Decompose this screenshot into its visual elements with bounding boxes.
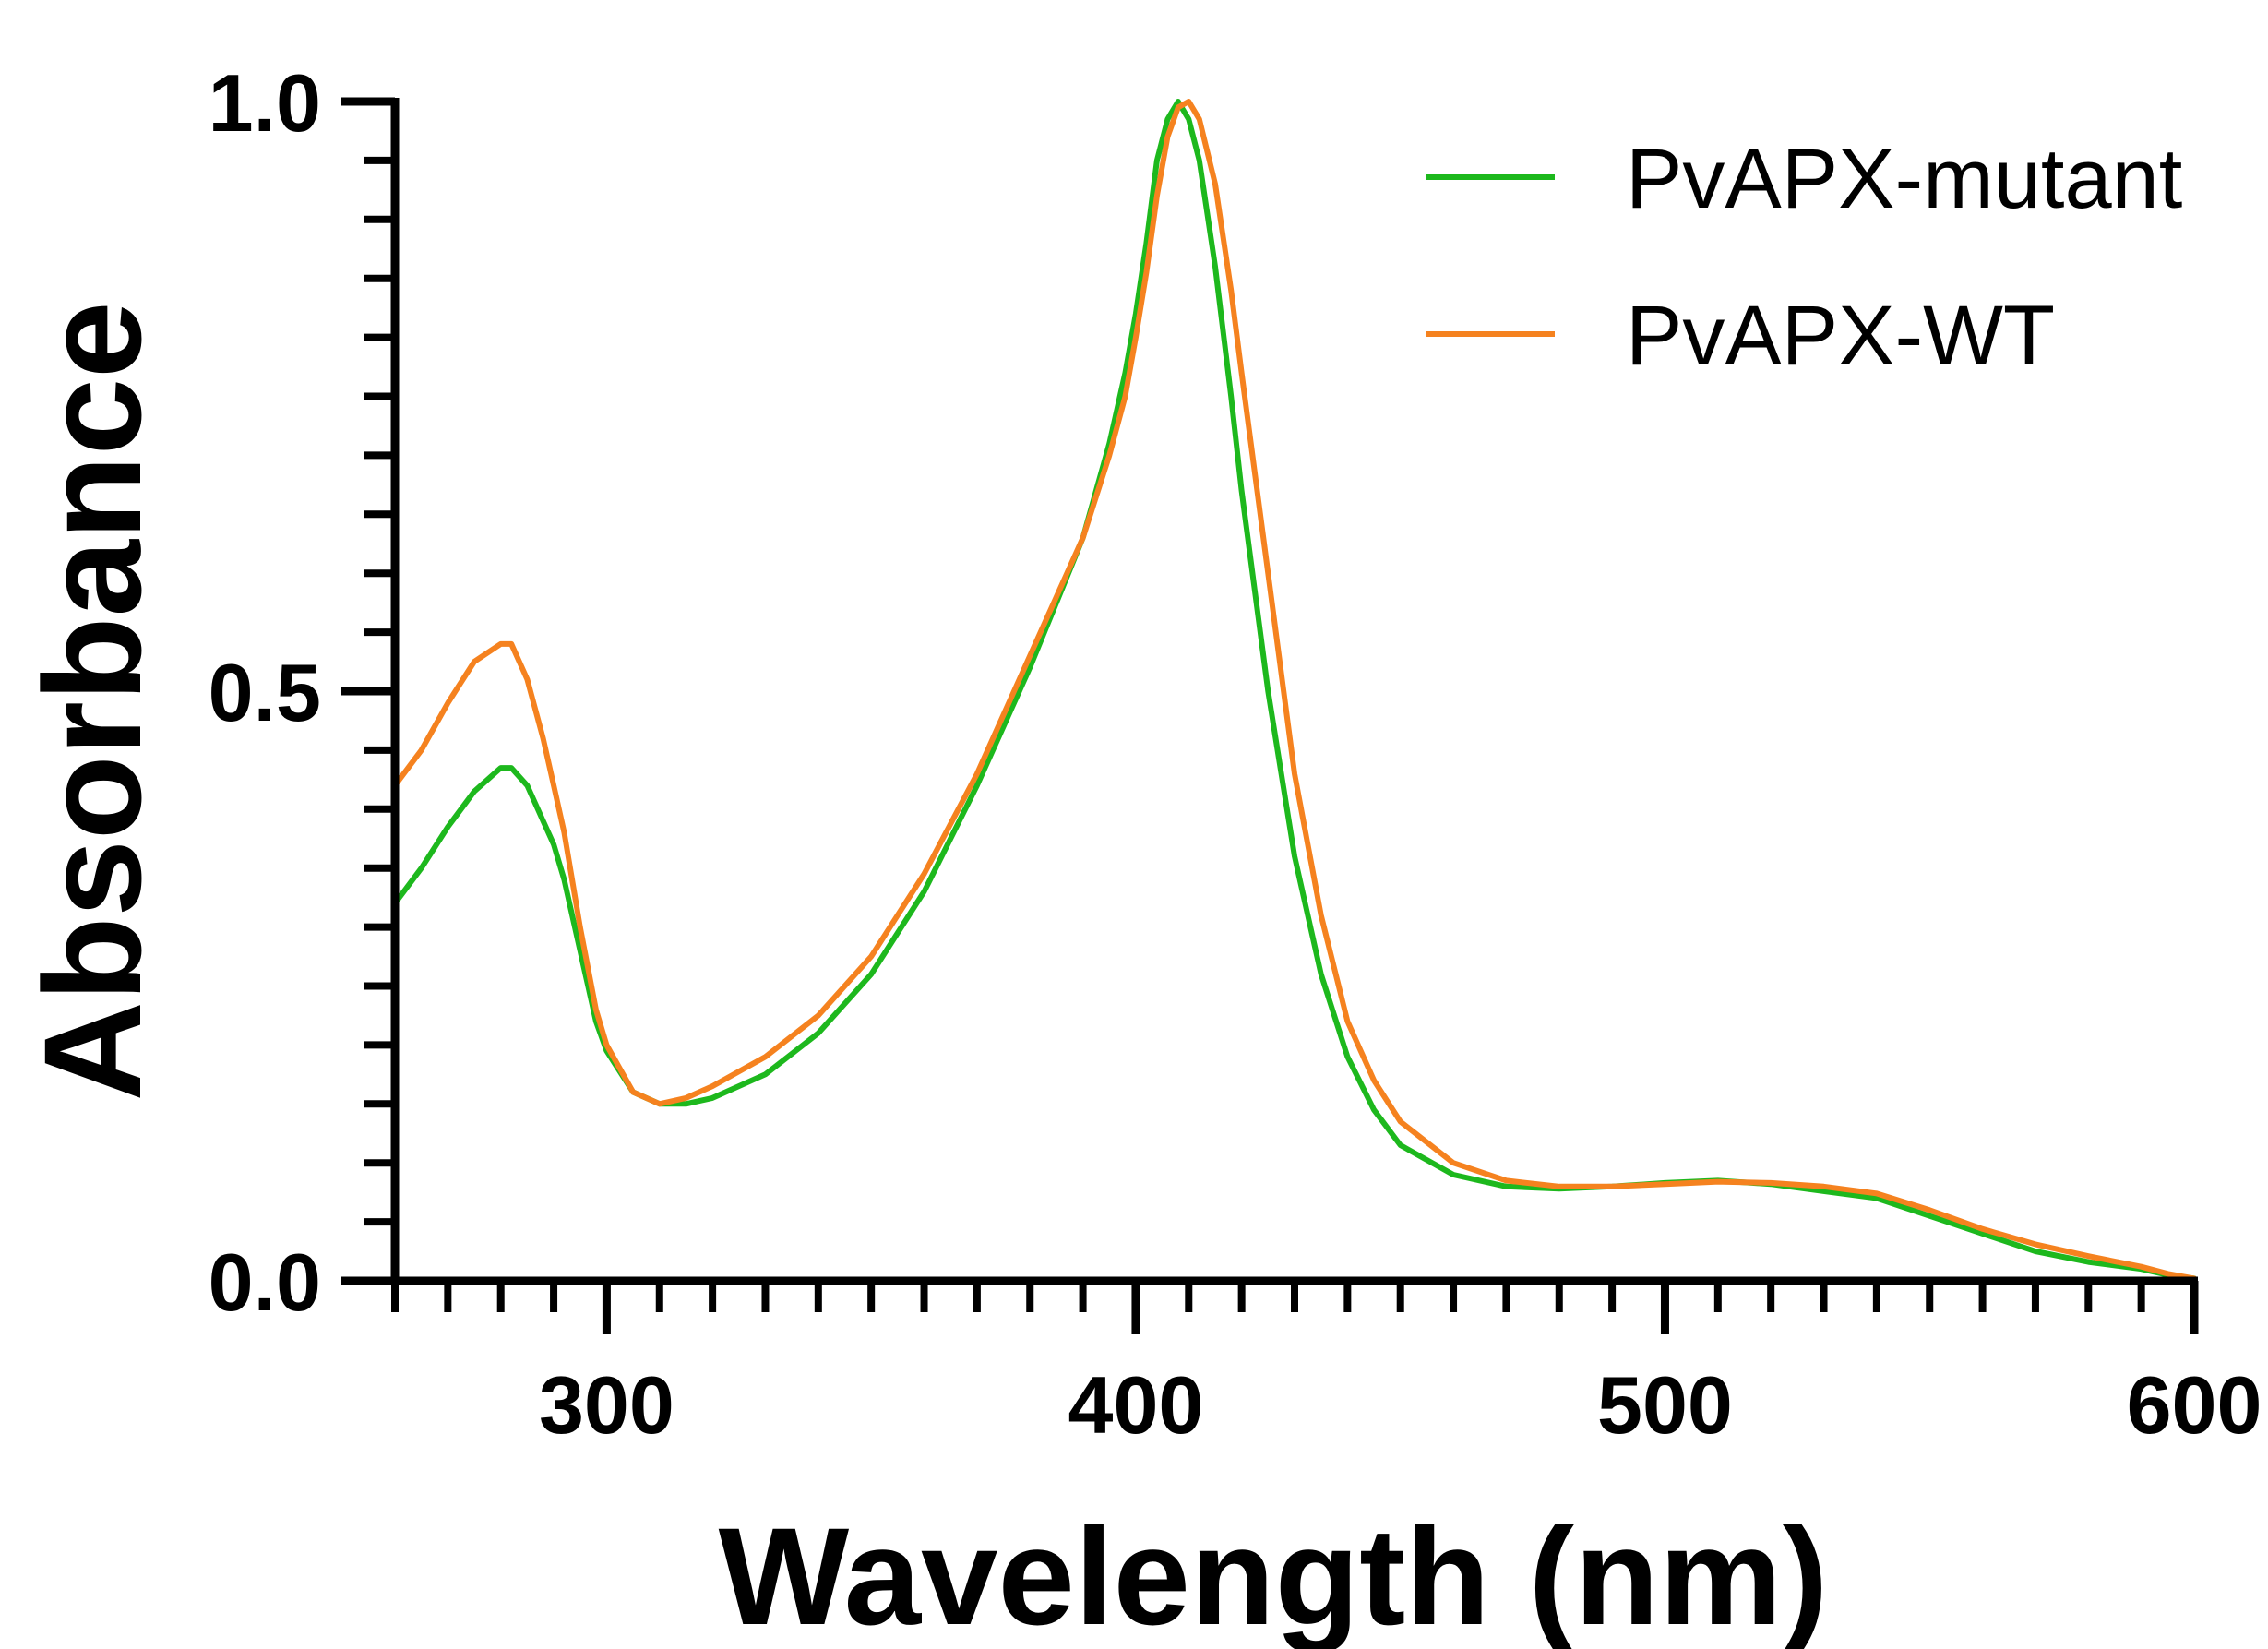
series-lines (392, 99, 2197, 1282)
x-axis-title: Wavelength (nm) (719, 1499, 1829, 1649)
y-minor-ticks (364, 156, 395, 1226)
y-axis-title: Absorbance (15, 302, 170, 1102)
x-tick-label: 600 (2127, 1359, 2262, 1451)
legend-label-pvapx-wt: PvAPX-WT (1626, 289, 2055, 383)
legend-label-pvapx-mutant: PvAPX-mutant (1626, 132, 2182, 226)
x-tick-label: 500 (1597, 1359, 1733, 1451)
x-tick-label: 400 (1068, 1359, 1204, 1451)
legend: PvAPX-mutant PvAPX-WT (1426, 132, 2182, 383)
x-major-ticks (602, 1281, 2199, 1334)
y-tick-label: 1.0 (209, 57, 321, 149)
y-tick-label: 0.5 (209, 647, 321, 738)
y-tick-labels: 0.0 0.5 1.0 (209, 57, 321, 1328)
series-line-pvapx-wt (392, 99, 2197, 1282)
x-minor-ticks (391, 1281, 2145, 1312)
y-tick-label: 0.0 (209, 1237, 321, 1328)
x-tick-labels: 300 400 500 600 (539, 1359, 2262, 1451)
y-major-ticks (341, 97, 395, 1285)
x-tick-label: 300 (539, 1359, 674, 1451)
